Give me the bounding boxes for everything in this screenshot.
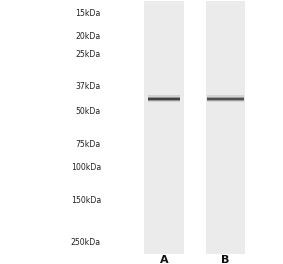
Bar — [148, 98, 180, 100]
Bar — [144, 1, 184, 254]
Text: 75kDa: 75kDa — [76, 140, 101, 149]
Bar — [207, 100, 245, 101]
Bar — [207, 101, 245, 102]
Text: 250kDa: 250kDa — [71, 238, 101, 247]
Text: 150kDa: 150kDa — [71, 196, 101, 205]
Text: 15kDa: 15kDa — [76, 8, 101, 17]
Text: A: A — [160, 254, 168, 264]
Text: 100kDa: 100kDa — [71, 163, 101, 172]
Bar — [148, 101, 180, 102]
Bar — [207, 97, 245, 98]
Text: 37kDa: 37kDa — [76, 82, 101, 91]
Bar — [148, 96, 180, 97]
Text: B: B — [221, 254, 230, 264]
Text: 20kDa: 20kDa — [76, 32, 101, 41]
Text: 50kDa: 50kDa — [76, 107, 101, 116]
Bar — [207, 96, 245, 97]
Bar — [207, 98, 245, 100]
Bar — [148, 100, 180, 101]
Text: 25kDa: 25kDa — [76, 50, 101, 59]
Bar — [206, 1, 245, 254]
Bar — [148, 97, 180, 98]
